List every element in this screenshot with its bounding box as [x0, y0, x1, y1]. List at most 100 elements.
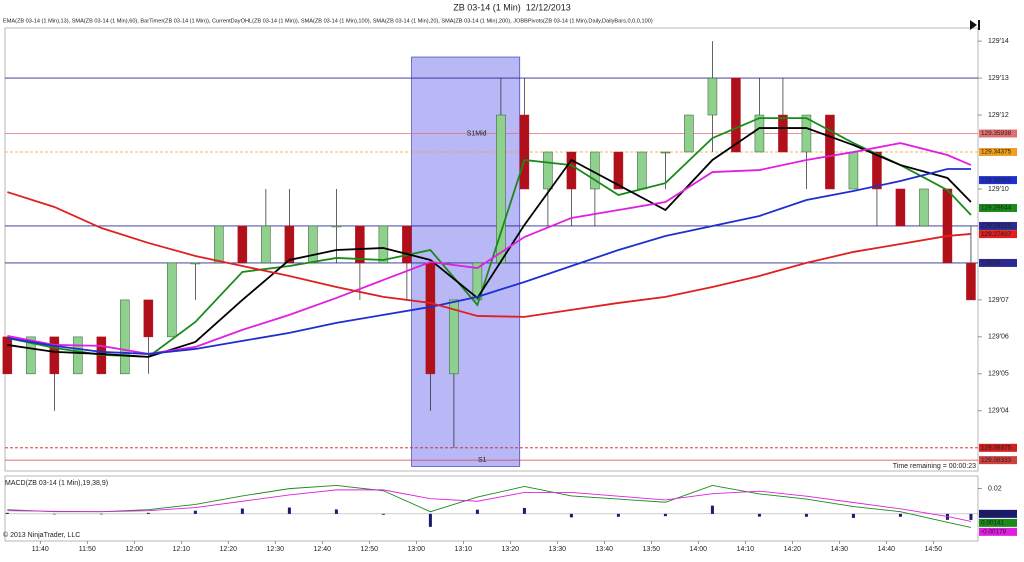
- candle-body: [308, 225, 318, 264]
- candle-body: [378, 225, 389, 264]
- x-tick-label: 14:10: [737, 546, 755, 553]
- candle-body: [190, 262, 201, 265]
- macd-value-label: -0.00178: [981, 529, 1007, 536]
- play-icon[interactable]: [970, 20, 977, 30]
- moving-average: [7, 142, 972, 355]
- candle-body: [26, 336, 36, 375]
- moving-average: [7, 191, 972, 318]
- price-marker: [979, 203, 1017, 212]
- macd-histogram-bar: [428, 513, 432, 527]
- x-tick-label: 13:30: [549, 546, 567, 553]
- candle-body: [895, 188, 906, 227]
- candle-body: [120, 299, 130, 375]
- x-tick-label: 12:00: [125, 546, 143, 553]
- macd-histogram-bar: [616, 513, 620, 517]
- candle-body: [637, 151, 647, 190]
- macd-histogram-bar: [52, 513, 56, 515]
- candle-body: [355, 225, 365, 264]
- macd-value-label: 0.00141: [981, 520, 1005, 527]
- x-tick-label: 14:00: [690, 546, 708, 553]
- price-marker: [979, 230, 1017, 239]
- macd-histogram-bar: [710, 505, 714, 514]
- y-tick-label: 129'13: [988, 75, 1009, 82]
- candle-body: [284, 225, 295, 264]
- macd-histogram-bar: [99, 513, 103, 515]
- macd-histogram-bar: [5, 512, 9, 514]
- candle-body: [919, 188, 929, 227]
- candle-body: [613, 151, 624, 190]
- x-tick-label: 12:50: [361, 546, 379, 553]
- macd-line: [7, 489, 972, 522]
- price-marker: [979, 148, 1017, 157]
- candle-body: [167, 262, 177, 338]
- moving-average: [7, 168, 971, 355]
- moving-average: [7, 127, 972, 358]
- candle-body: [472, 262, 483, 301]
- x-tick-label: 11:40: [32, 546, 49, 553]
- x-tick-label: 14:40: [878, 546, 896, 553]
- y-tick-label: 129'04: [988, 408, 1009, 415]
- macd-histogram-bar: [193, 510, 197, 514]
- macd-histogram-bar: [569, 513, 573, 518]
- y-tick-label: 129'14: [988, 38, 1009, 45]
- x-tick-label: 13:10: [455, 546, 473, 553]
- price-marker-label: 129.35938: [981, 130, 1012, 137]
- macd-histogram-bar: [898, 513, 902, 517]
- macd-y-tick-label: 0.02: [988, 485, 1002, 492]
- time-remaining: Time remaining = 00:00:23: [893, 463, 976, 470]
- x-tick-label: 12:30: [267, 546, 285, 553]
- macd-histogram-bar: [969, 513, 973, 520]
- macd-histogram-bar: [804, 513, 808, 517]
- indicator-list: EMA(ZB 03-14 (1 Min),13), SMA(ZB 03-14 (…: [3, 18, 653, 24]
- y-tick-label: 129'06: [988, 334, 1009, 341]
- candle-body: [707, 77, 718, 116]
- macd-histogram-bar: [240, 508, 244, 514]
- price-marker: [979, 456, 1017, 465]
- macd-line: [7, 485, 972, 528]
- price-marker-label: 129.27437: [981, 231, 1012, 238]
- y-tick-label: 129'05: [988, 371, 1009, 378]
- candle-body: [966, 262, 976, 301]
- x-tick-label: 12:20: [220, 546, 238, 553]
- level-label: S1: [478, 457, 487, 464]
- price-marker: [979, 176, 1017, 185]
- macd-histogram-bar: [287, 507, 291, 514]
- candle-body: [801, 114, 812, 153]
- price-marker-label: 129.08333: [981, 457, 1012, 464]
- price-marker-label: 129.09375: [981, 445, 1012, 452]
- candle-body: [872, 151, 882, 190]
- candle-body: [214, 225, 224, 264]
- price-marker: [979, 221, 1017, 230]
- candle-body: [237, 225, 248, 264]
- x-tick-label: 12:10: [173, 546, 191, 553]
- macd-histogram-bar: [851, 513, 855, 518]
- price-marker-label: 129.34375: [981, 149, 1012, 156]
- candle-body: [684, 114, 694, 153]
- x-tick-label: 13:20: [502, 546, 520, 553]
- macd-value-label: 0.00381: [981, 511, 1005, 518]
- bar-icon[interactable]: [978, 20, 980, 30]
- x-tick-label: 14:20: [784, 546, 802, 553]
- candle-body: [331, 225, 342, 228]
- x-tick-label: 14:30: [831, 546, 849, 553]
- macd-histogram-bar: [522, 507, 526, 514]
- macd-histogram-bar: [146, 512, 150, 514]
- y-tick-label: 129'10: [988, 186, 1009, 193]
- price-marker-label: 129'08: [981, 260, 1000, 267]
- candle-body: [778, 114, 788, 153]
- chart-title: ZB 03-14 (1 Min) 12/12/2013: [453, 2, 571, 12]
- y-tick-label: 129'07: [988, 297, 1009, 304]
- macd-histogram-bar: [757, 513, 761, 517]
- candle-body: [566, 151, 577, 190]
- x-tick-label: 13:40: [596, 546, 614, 553]
- scroll-end-button[interactable]: [970, 20, 980, 30]
- x-tick-label: 13:50: [643, 546, 661, 553]
- candle-body: [2, 336, 13, 375]
- price-marker: [979, 443, 1017, 452]
- macd-value-box: [979, 518, 1017, 527]
- candle-body: [543, 151, 553, 190]
- x-tick-label: 12:40: [314, 546, 332, 553]
- macd-histogram-bar: [475, 509, 479, 514]
- candle-body: [425, 262, 436, 375]
